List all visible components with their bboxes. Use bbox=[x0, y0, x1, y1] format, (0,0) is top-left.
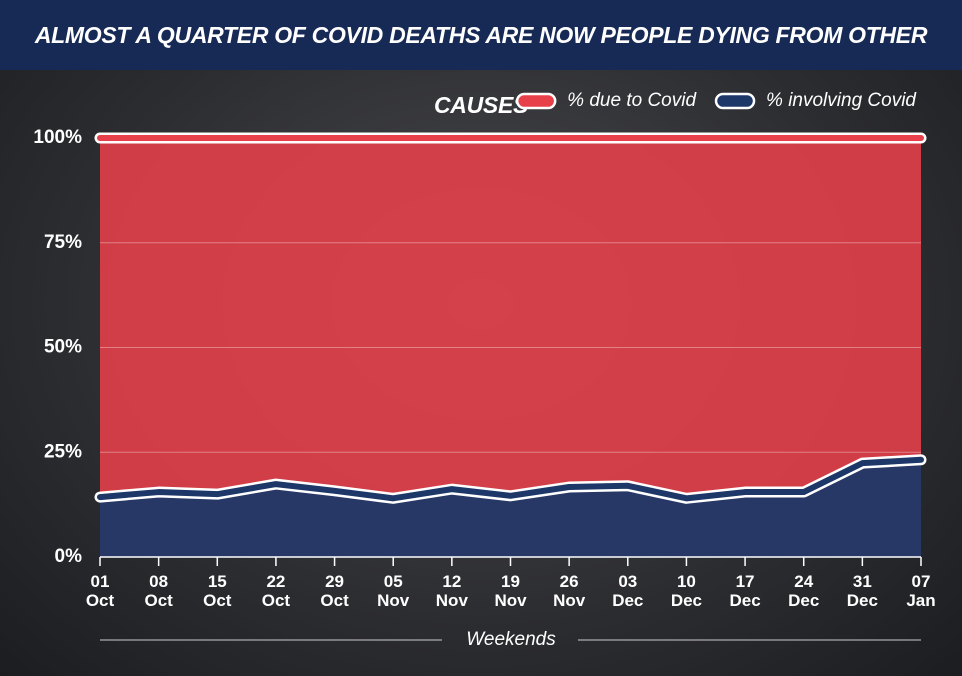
y-tick-label: 25% bbox=[44, 441, 82, 462]
x-axis-label: Weekends bbox=[466, 629, 556, 650]
x-tick-label: 19 Nov bbox=[494, 572, 527, 610]
x-tick-label: 26 Nov bbox=[553, 572, 586, 610]
x-tick-label: 12 Nov bbox=[435, 572, 468, 610]
x-tick-label: 05 Nov bbox=[377, 572, 410, 610]
x-tick-label: 29 Oct bbox=[320, 572, 349, 610]
x-tick-label: 10 Dec bbox=[670, 572, 703, 610]
line bbox=[97, 456, 924, 502]
x-tick-label: 08 Oct bbox=[144, 572, 173, 610]
chart-title: ALMOST A QUARTER OF COVID DEATHS ARE NOW… bbox=[0, 0, 962, 118]
x-tick-label: 31 Dec bbox=[846, 572, 878, 610]
y-tick-label: 100% bbox=[33, 127, 82, 148]
x-tick-label: 07 Jan bbox=[906, 572, 936, 610]
y-tick-label: 50% bbox=[44, 337, 82, 358]
y-tick-label: 0% bbox=[55, 546, 83, 567]
x-tick-label: 01 Oct bbox=[85, 572, 115, 610]
area bbox=[100, 459, 921, 557]
x-tick-label: 03 Dec bbox=[612, 572, 644, 610]
legend-marker bbox=[515, 92, 557, 110]
x-tick-label: 17 Dec bbox=[729, 572, 761, 610]
legend-label: % due to Covid bbox=[567, 90, 697, 111]
x-tick-label: 24 Dec bbox=[788, 572, 820, 610]
x-tick-label: 15 Oct bbox=[203, 572, 232, 610]
y-tick-label: 75% bbox=[44, 232, 82, 253]
x-tick-label: 22 Oct bbox=[261, 572, 291, 610]
area bbox=[100, 138, 921, 557]
legend-label: % involving Covid bbox=[766, 90, 917, 111]
legend-marker bbox=[714, 92, 756, 110]
